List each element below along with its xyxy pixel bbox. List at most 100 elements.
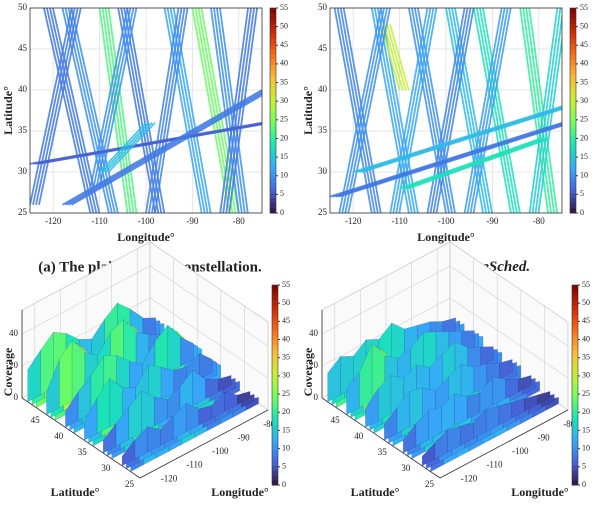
- colorbar-tick-label: 50: [582, 298, 590, 307]
- colorbar-cell: [572, 325, 578, 331]
- y-axis-label: Latitude°: [351, 485, 400, 499]
- tracks: [30, 8, 262, 213]
- surface-ridge: [218, 375, 232, 393]
- colorbar-tick-label: 35: [580, 77, 588, 86]
- ground-track: [145, 8, 180, 213]
- colorbar-cell: [272, 425, 278, 431]
- colorbar-tick-label: 50: [280, 21, 288, 30]
- ground-track: [32, 8, 76, 205]
- colorbar-cell: [272, 385, 278, 391]
- colorbar-cell: [572, 390, 578, 396]
- colorbar-cell: [272, 400, 278, 406]
- ground-track: [405, 138, 546, 190]
- colorbar-cell: [570, 177, 576, 183]
- ground-track: [341, 8, 385, 213]
- colorbar-cell: [570, 33, 576, 40]
- ground-track: [522, 8, 552, 213]
- colorbar-cell: [270, 8, 276, 14]
- y-tick-label: 35: [78, 447, 88, 457]
- colorbar-cell: [570, 156, 576, 163]
- colorbar-cell: [572, 430, 578, 436]
- colorbar-cell: [570, 23, 576, 29]
- colorbar-cell: [572, 460, 578, 466]
- colorbar-cell: [570, 90, 576, 96]
- colorbar-cell: [272, 440, 278, 446]
- x-axis-label: Longitude°: [417, 230, 475, 244]
- ground-track: [98, 8, 129, 213]
- colorbar-tick-label: 15: [282, 425, 290, 434]
- ground-track: [466, 8, 506, 213]
- colorbar-tick-label: 20: [282, 407, 290, 416]
- ground-track: [148, 8, 183, 213]
- colorbar-cell: [570, 8, 576, 14]
- colorbar-cell: [570, 95, 576, 101]
- colorbar-cell: [270, 166, 276, 173]
- x-tick-label: -100: [138, 216, 155, 226]
- colorbar-cell: [572, 345, 578, 351]
- colorbar-cell: [272, 300, 278, 306]
- ground-track: [336, 8, 376, 213]
- y-tick-label: 45: [18, 43, 28, 53]
- colorbar-tick-label: 45: [280, 40, 288, 49]
- y-axis: [21, 397, 141, 479]
- ground-track: [38, 123, 262, 165]
- colorbar-cell: [572, 450, 578, 456]
- colorbar-cell: [270, 28, 276, 35]
- colorbar-cell: [272, 315, 278, 321]
- colorbar-cell: [572, 410, 578, 416]
- colorbar-cell: [570, 43, 576, 50]
- colorbar-tick-label: 40: [582, 334, 590, 343]
- colorbar-cell: [272, 480, 278, 486]
- colorbar-cell: [570, 141, 576, 147]
- colorbar-cell: [570, 64, 576, 70]
- colorbar-tick-label: 5: [282, 462, 286, 471]
- colorbar-cell: [270, 100, 276, 106]
- colorbar-cell: [270, 33, 276, 40]
- ground-track: [528, 8, 559, 213]
- colorbar-cell: [272, 310, 278, 316]
- colorbar-cell: [570, 136, 576, 142]
- ground-track: [463, 8, 503, 213]
- colorbar-cell: [272, 325, 278, 331]
- colorbar-cell: [572, 320, 578, 326]
- ground-track: [225, 8, 255, 213]
- colorbar-cell: [272, 460, 278, 466]
- y-axis-label: Latitude°: [51, 485, 100, 499]
- ground-track: [432, 8, 472, 213]
- y-axis-label: Latitude°: [301, 86, 315, 135]
- colorbar-cell: [570, 197, 576, 204]
- colorbar-cell: [270, 59, 276, 65]
- colorbar-tick-label: 5: [580, 189, 584, 198]
- colorbar-cell: [272, 430, 278, 436]
- colorbar-frame: [569, 7, 577, 214]
- ground-track: [107, 122, 156, 173]
- colorbar-tick-label: 45: [282, 316, 290, 325]
- colorbar-cell: [270, 136, 276, 142]
- surface-ridge: [518, 375, 532, 393]
- colorbar-tick-label: 45: [580, 40, 588, 49]
- ground-track: [101, 122, 150, 173]
- ground-track: [330, 121, 562, 198]
- colorbar-cell: [270, 192, 276, 199]
- ground-track: [361, 108, 562, 173]
- colorbar-tick-label: 55: [282, 280, 290, 289]
- colorbar-tick-label: 10: [582, 443, 590, 452]
- ground-track: [65, 90, 262, 206]
- ground-track: [333, 8, 373, 213]
- y-tick-label: 30: [101, 463, 111, 473]
- ground-track: [95, 8, 135, 189]
- colorbar-cell: [572, 285, 578, 291]
- surface-ridge: [180, 337, 194, 367]
- colorbar-cell: [272, 295, 278, 301]
- colorbar-cell: [572, 420, 578, 426]
- colorbar-cell: [572, 445, 578, 451]
- y-tick-label: 25: [125, 479, 135, 489]
- ground-track: [435, 8, 475, 213]
- colorbar-tick-label: 0: [582, 480, 586, 489]
- ground-track: [398, 8, 438, 213]
- colorbar-tick-label: 20: [280, 133, 288, 142]
- ground-track: [347, 8, 391, 213]
- ground-track: [71, 94, 262, 206]
- x-tick-label: -90: [486, 216, 498, 226]
- colorbar-cell: [270, 43, 276, 50]
